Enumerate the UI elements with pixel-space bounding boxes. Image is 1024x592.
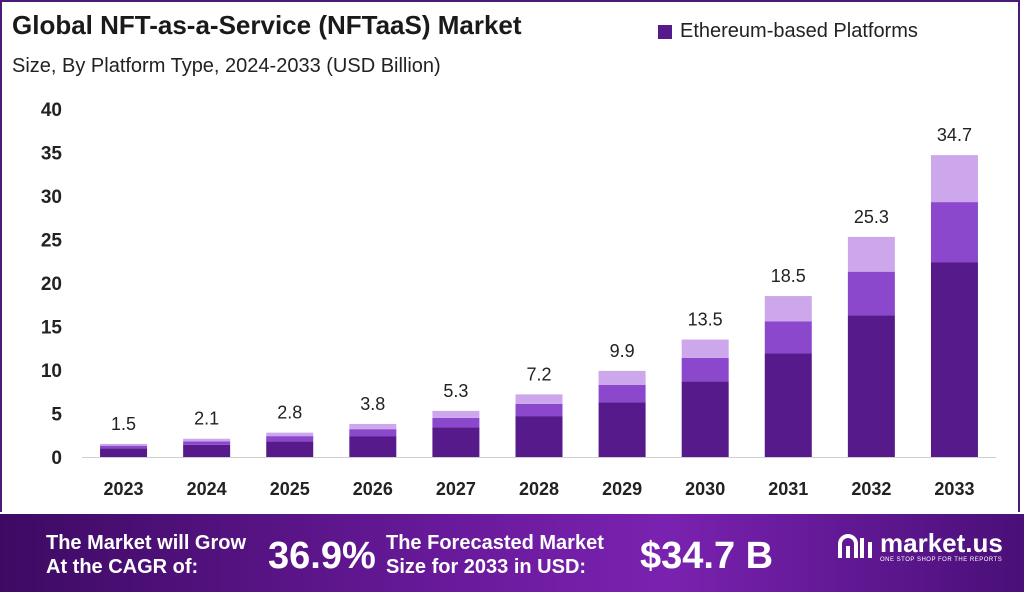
cagr-label-line2: At the CAGR of: bbox=[46, 556, 199, 578]
data-label: 18.5 bbox=[771, 266, 806, 286]
footer-banner: The Market will Grow At the CAGR of: 36.… bbox=[0, 514, 1024, 592]
forecast-label-line1: The Forecasted Market bbox=[386, 532, 604, 554]
x-tick-label: 2023 bbox=[104, 479, 144, 499]
y-tick-label: 15 bbox=[41, 318, 63, 339]
bar-segment bbox=[598, 370, 646, 385]
data-label: 2.8 bbox=[277, 403, 302, 423]
brand-tagline: ONE STOP SHOP FOR THE REPORTS bbox=[880, 557, 1003, 563]
bar-segment bbox=[349, 423, 397, 430]
data-label: 1.5 bbox=[111, 414, 136, 434]
market-us-logo-icon bbox=[838, 534, 872, 558]
data-label: 9.9 bbox=[610, 341, 635, 361]
bar-segment bbox=[266, 441, 314, 457]
x-tick-label: 2027 bbox=[436, 479, 476, 499]
bar-segment bbox=[598, 402, 646, 457]
bar-segment bbox=[764, 321, 812, 354]
data-label: 34.7 bbox=[937, 125, 972, 145]
y-tick-label: 40 bbox=[41, 100, 62, 121]
bar-segment bbox=[100, 445, 148, 449]
bar-segment bbox=[847, 236, 895, 272]
bar-segment bbox=[681, 381, 729, 457]
bar-segment bbox=[432, 427, 480, 457]
x-tick-label: 2031 bbox=[768, 479, 808, 499]
bar-segment bbox=[349, 436, 397, 457]
x-tick-label: 2024 bbox=[187, 479, 227, 499]
bar-segment bbox=[515, 416, 563, 457]
bar-segment bbox=[183, 444, 231, 457]
y-tick-label: 20 bbox=[41, 274, 62, 295]
bar-segment bbox=[598, 384, 646, 403]
x-tick-label: 2030 bbox=[685, 479, 725, 499]
y-axis: 0 5 10 15 20 25 30 35 40 bbox=[41, 100, 63, 469]
chart-title: Global NFT-as-a-Service (NFTaaS) Market bbox=[12, 10, 522, 40]
data-label: 25.3 bbox=[854, 207, 889, 227]
bar-segment bbox=[432, 410, 480, 418]
x-tick-label: 2029 bbox=[602, 479, 642, 499]
cagr-label-line1: The Market will Grow bbox=[46, 532, 247, 554]
y-tick-label: 10 bbox=[41, 361, 62, 382]
bar-segment bbox=[681, 357, 729, 382]
x-tick-label: 2025 bbox=[270, 479, 310, 499]
data-label: 3.8 bbox=[360, 394, 385, 414]
bar-segment bbox=[432, 417, 480, 428]
x-tick-label: 2033 bbox=[934, 479, 974, 499]
x-axis: 2023 2024 2025 2026 2027 2028 2029 2030 2031 2032… bbox=[82, 457, 996, 499]
x-tick-label: 2032 bbox=[851, 479, 891, 499]
y-tick-label: 35 bbox=[41, 144, 63, 165]
legend-swatch bbox=[658, 24, 672, 39]
forecast-value: $34.7 B bbox=[640, 535, 774, 577]
bar-segment bbox=[515, 403, 563, 417]
x-tick-label: 2028 bbox=[519, 479, 559, 499]
bar-segment bbox=[930, 155, 978, 203]
bar-segment bbox=[183, 438, 231, 442]
bar-segment bbox=[764, 353, 812, 457]
bar-segment bbox=[930, 202, 978, 263]
bar-segment bbox=[681, 339, 729, 358]
y-tick-label: 25 bbox=[41, 231, 63, 252]
bar-segment bbox=[183, 441, 231, 445]
data-label: 2.1 bbox=[194, 409, 219, 429]
bar-segment bbox=[930, 262, 978, 457]
bar-segment bbox=[100, 443, 148, 446]
legend: Ethereum-based Platforms bbox=[658, 20, 918, 43]
bar-segment bbox=[764, 296, 812, 322]
bars: 1.5 2.1 2.8 3.8 5.3 7.2 9.9 13.5 18.5 25.3 34.7 bbox=[100, 125, 978, 457]
bar-segment bbox=[100, 448, 148, 457]
data-label: 7.2 bbox=[526, 364, 551, 384]
bar-segment bbox=[515, 394, 563, 404]
data-label: 13.5 bbox=[688, 310, 723, 330]
bar-segment bbox=[266, 436, 314, 442]
brand-name: market.us bbox=[880, 528, 1003, 558]
legend-label: Ethereum-based Platforms bbox=[680, 20, 918, 42]
forecast-label-line2: Size for 2033 in USD: bbox=[386, 556, 587, 578]
y-tick-label: 5 bbox=[51, 405, 62, 426]
chart-subtitle: Size, By Platform Type, 2024-2033 (USD B… bbox=[12, 55, 441, 77]
y-tick-label: 0 bbox=[51, 448, 62, 469]
brand-logo: market.us ONE STOP SHOP FOR THE REPORTS bbox=[836, 530, 1003, 564]
y-tick-label: 30 bbox=[41, 187, 62, 208]
x-tick-label: 2026 bbox=[353, 479, 393, 499]
bar-segment bbox=[847, 271, 895, 316]
bar-segment bbox=[847, 315, 895, 457]
bar-segment bbox=[349, 429, 397, 437]
cagr-value: 36.9% bbox=[268, 535, 376, 577]
bar-segment bbox=[266, 432, 314, 437]
data-label: 5.3 bbox=[443, 381, 468, 401]
